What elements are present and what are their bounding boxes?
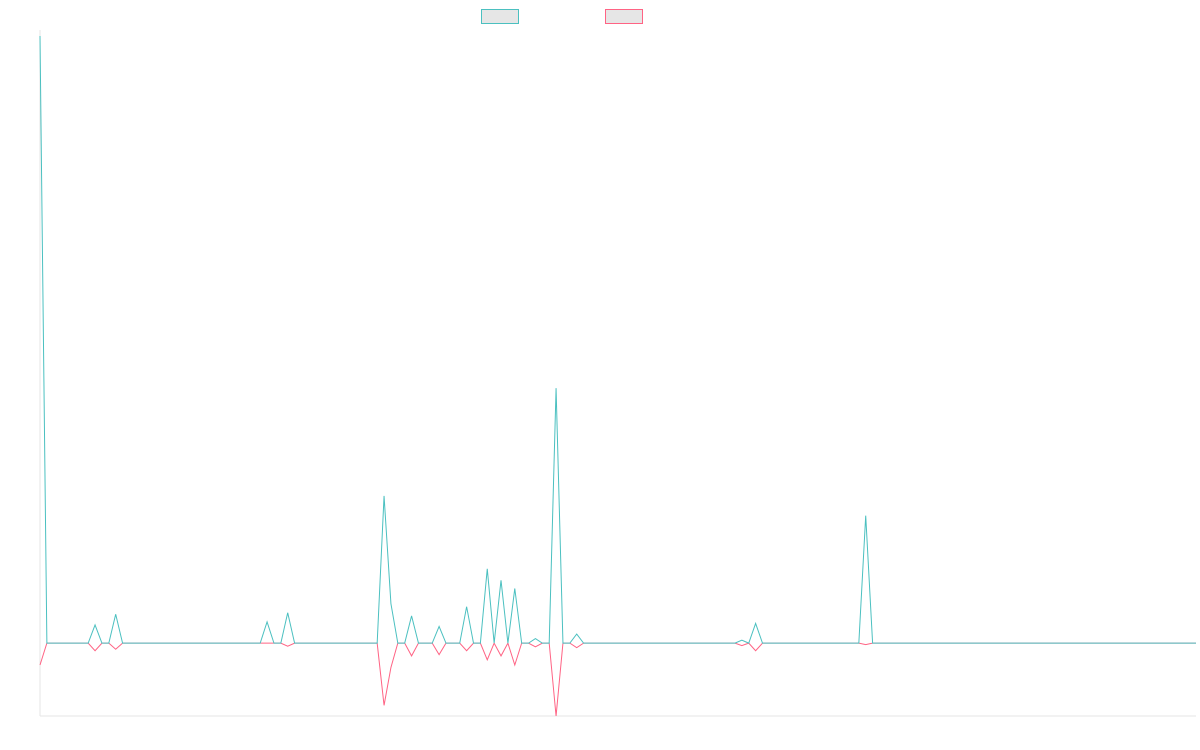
series-layer [39, 35, 1196, 717]
legend-swatch-series-2[interactable] [605, 9, 643, 24]
legend-swatch-series-1[interactable] [481, 9, 519, 24]
chart-legend [0, 9, 1200, 27]
series-line-1 [39, 35, 1196, 644]
series-line-2 [39, 641, 1196, 717]
